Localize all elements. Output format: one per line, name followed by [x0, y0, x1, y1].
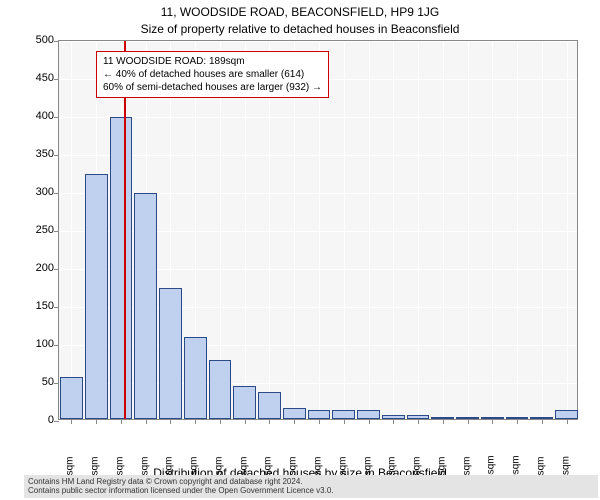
x-tick-mark	[71, 419, 72, 424]
x-tick-mark	[468, 419, 469, 424]
histogram-bar	[555, 410, 578, 419]
y-tick-mark	[54, 345, 59, 346]
x-tick-mark	[492, 419, 493, 424]
annotation-box: 11 WOODSIDE ROAD: 189sqm← 40% of detache…	[96, 51, 329, 98]
y-tick-label: 350	[24, 148, 54, 160]
grid-v	[542, 41, 543, 419]
histogram-bar	[407, 415, 430, 419]
y-tick-mark	[54, 79, 59, 80]
x-tick-mark	[567, 419, 568, 424]
x-tick-mark	[517, 419, 518, 424]
y-tick-label: 300	[24, 186, 54, 198]
grid-v	[71, 41, 72, 419]
grid-h	[59, 41, 577, 42]
y-tick-mark	[54, 307, 59, 308]
x-tick-mark	[319, 419, 320, 424]
y-tick-label: 0	[24, 414, 54, 426]
histogram-bar	[159, 288, 182, 419]
y-tick-mark	[54, 231, 59, 232]
annotation-line: 11 WOODSIDE ROAD: 189sqm	[103, 55, 322, 68]
grid-v	[369, 41, 370, 419]
histogram-bar	[233, 386, 256, 419]
histogram-bar	[283, 408, 306, 419]
y-tick-mark	[54, 41, 59, 42]
histogram-bar	[134, 193, 157, 419]
x-tick-mark	[96, 419, 97, 424]
histogram-bar	[308, 410, 331, 419]
grid-v	[468, 41, 469, 419]
footer-line-1: Contains HM Land Registry data © Crown c…	[28, 477, 594, 487]
y-tick-mark	[54, 117, 59, 118]
grid-v	[393, 41, 394, 419]
histogram-bar	[530, 417, 553, 419]
y-tick-label: 150	[24, 300, 54, 312]
x-tick-mark	[418, 419, 419, 424]
annotation-line: ← 40% of detached houses are smaller (61…	[103, 68, 322, 81]
histogram-bar	[60, 377, 83, 419]
chart-container: 11, WOODSIDE ROAD, BEACONSFIELD, HP9 1JG…	[0, 0, 600, 500]
x-tick-mark	[220, 419, 221, 424]
grid-h	[59, 421, 577, 422]
histogram-bar	[481, 417, 504, 419]
x-tick-mark	[195, 419, 196, 424]
grid-v	[517, 41, 518, 419]
histogram-bar	[332, 410, 355, 419]
histogram-bar	[209, 360, 232, 419]
y-tick-label: 400	[24, 110, 54, 122]
grid-v	[418, 41, 419, 419]
grid-v	[492, 41, 493, 419]
grid-v	[567, 41, 568, 419]
plot-area: 11 WOODSIDE ROAD: 189sqm← 40% of detache…	[58, 40, 578, 420]
y-tick-label: 450	[24, 72, 54, 84]
x-tick-mark	[146, 419, 147, 424]
y-tick-label: 50	[24, 376, 54, 388]
annotation-line: 60% of semi-detached houses are larger (…	[103, 81, 322, 94]
x-tick-mark	[369, 419, 370, 424]
histogram-bar	[258, 392, 281, 419]
x-tick-mark	[269, 419, 270, 424]
y-tick-mark	[54, 383, 59, 384]
histogram-bar	[382, 415, 405, 419]
histogram-bar	[85, 174, 108, 419]
histogram-bar	[184, 337, 207, 419]
y-tick-label: 500	[24, 34, 54, 46]
y-tick-label: 250	[24, 224, 54, 236]
y-tick-label: 200	[24, 262, 54, 274]
histogram-bar	[456, 417, 479, 419]
x-tick-mark	[542, 419, 543, 424]
chart-title-sub: Size of property relative to detached ho…	[0, 22, 600, 36]
x-tick-mark	[443, 419, 444, 424]
grid-v	[344, 41, 345, 419]
y-tick-mark	[54, 193, 59, 194]
chart-title-main: 11, WOODSIDE ROAD, BEACONSFIELD, HP9 1JG	[0, 5, 600, 19]
footer-attribution: Contains HM Land Registry data © Crown c…	[24, 475, 598, 498]
x-tick-mark	[245, 419, 246, 424]
y-tick-mark	[54, 421, 59, 422]
footer-line-2: Contains public sector information licen…	[28, 486, 594, 496]
y-tick-mark	[54, 155, 59, 156]
y-tick-mark	[54, 269, 59, 270]
histogram-bar	[431, 417, 454, 419]
grid-h	[59, 117, 577, 118]
x-tick-mark	[344, 419, 345, 424]
x-tick-mark	[170, 419, 171, 424]
histogram-bar	[506, 417, 529, 419]
histogram-bar	[357, 410, 380, 419]
histogram-bar	[110, 117, 133, 419]
grid-h	[59, 155, 577, 156]
y-tick-label: 100	[24, 338, 54, 350]
grid-v	[443, 41, 444, 419]
x-tick-mark	[393, 419, 394, 424]
x-tick-mark	[121, 419, 122, 424]
x-tick-mark	[294, 419, 295, 424]
